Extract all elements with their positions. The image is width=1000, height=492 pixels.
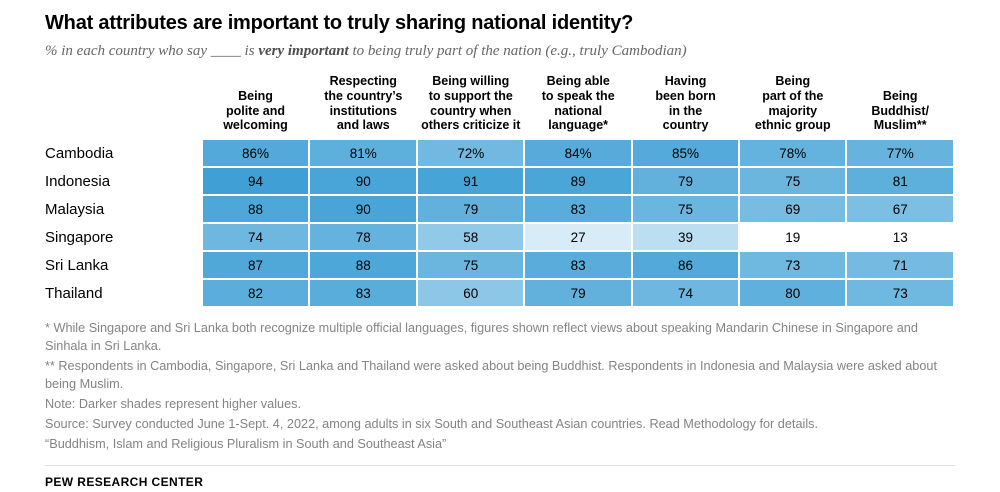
value-cell: 73 bbox=[740, 252, 846, 278]
table-row: Sri Lanka 87 88 75 83 86 73 71 bbox=[45, 252, 953, 278]
column-header: Being part of the majority ethnic group bbox=[754, 74, 831, 133]
value-cell: 78 bbox=[310, 224, 417, 250]
value-cell: 86% bbox=[202, 140, 309, 166]
header-row: Being polite and welcoming Respecting the… bbox=[45, 74, 953, 138]
value-cell: 19 bbox=[740, 224, 846, 250]
value-cell: 86 bbox=[632, 252, 739, 278]
row-label: Thailand bbox=[45, 284, 103, 302]
footnote-line: Note: Darker shades represent higher val… bbox=[45, 397, 301, 412]
value-cell: 69 bbox=[740, 196, 846, 222]
row-label: Indonesia bbox=[45, 172, 111, 190]
value-cell: 81 bbox=[847, 168, 953, 194]
footer: PEW RESEARCH CENTER bbox=[45, 465, 955, 489]
subtitle-emphasis: very important bbox=[258, 43, 349, 59]
value-cell: 80 bbox=[740, 280, 846, 306]
value-cell: 82 bbox=[202, 280, 309, 306]
value-cell: 75 bbox=[418, 252, 524, 278]
value-cell: 79 bbox=[525, 280, 631, 306]
value-cell: 94 bbox=[202, 168, 309, 194]
value-cell: 79 bbox=[418, 196, 524, 222]
page-title: What attributes are important to truly s… bbox=[45, 12, 634, 34]
value-cell: 84% bbox=[525, 140, 631, 166]
value-cell: 13 bbox=[847, 224, 953, 250]
subtitle-prefix: % in each country who say ____ is bbox=[45, 43, 259, 59]
column-header: Being willing to support the country whe… bbox=[421, 74, 521, 133]
value-cell: 60 bbox=[418, 280, 524, 306]
value-cell: 75 bbox=[740, 168, 846, 194]
value-cell: 72% bbox=[418, 140, 524, 166]
value-cell: 87 bbox=[202, 252, 309, 278]
subtitle-suffix: to being truly part of the nation (e.g.,… bbox=[348, 43, 687, 59]
value-cell: 91 bbox=[418, 168, 524, 194]
column-header: Being polite and welcoming bbox=[223, 88, 288, 133]
footnote-line: Source: Survey conducted June 1-Sept. 4,… bbox=[45, 417, 819, 432]
column-header: Having been born in the country bbox=[655, 74, 716, 133]
value-cell: 75 bbox=[632, 196, 739, 222]
value-cell: 39 bbox=[632, 224, 739, 250]
footnote-line: * While Singapore and Sri Lanka both rec… bbox=[45, 321, 918, 354]
table-row: Singapore 74 78 58 27 39 19 13 bbox=[45, 224, 953, 250]
footnote-line: ** Respondents in Cambodia, Singapore, S… bbox=[45, 359, 938, 392]
value-cell: 74 bbox=[632, 280, 739, 306]
value-cell: 90 bbox=[310, 196, 417, 222]
value-cell: 83 bbox=[310, 280, 417, 306]
column-header: Being Buddhist/ Muslim** bbox=[871, 88, 930, 133]
value-cell: 74 bbox=[202, 224, 309, 250]
value-cell: 77% bbox=[847, 140, 953, 166]
corner-cell bbox=[45, 74, 201, 138]
value-cell: 85% bbox=[632, 140, 739, 166]
value-cell: 90 bbox=[310, 168, 417, 194]
row-label: Malaysia bbox=[45, 200, 105, 218]
row-label: Cambodia bbox=[45, 144, 114, 162]
value-cell: 79 bbox=[632, 168, 739, 194]
value-cell: 67 bbox=[847, 196, 953, 222]
table-row: Indonesia 94 90 91 89 79 75 81 bbox=[45, 168, 953, 194]
value-cell: 89 bbox=[525, 168, 631, 194]
value-cell: 78% bbox=[740, 140, 846, 166]
value-cell: 88 bbox=[202, 196, 309, 222]
value-cell: 81% bbox=[310, 140, 417, 166]
value-cell: 71 bbox=[847, 252, 953, 278]
heatmap-table: Being polite and welcoming Respecting the… bbox=[43, 72, 955, 308]
table-row: Thailand 82 83 60 79 74 80 73 bbox=[45, 280, 953, 306]
column-header: Respecting the country’s institutions an… bbox=[324, 74, 403, 133]
table-row: Malaysia 88 90 79 83 75 69 67 bbox=[45, 196, 953, 222]
table-row: Cambodia 86% 81% 72% 84% 85% 78% 77% bbox=[45, 140, 953, 166]
value-cell: 88 bbox=[310, 252, 417, 278]
row-label: Sri Lanka bbox=[45, 256, 109, 274]
value-cell: 73 bbox=[847, 280, 953, 306]
chart-subtitle: % in each country who say ____ is very i… bbox=[45, 43, 955, 60]
footnote-line: “Buddhism, Islam and Religious Pluralism… bbox=[45, 437, 447, 452]
brand-wordmark: PEW RESEARCH CENTER bbox=[45, 475, 204, 490]
value-cell: 58 bbox=[418, 224, 524, 250]
value-cell: 27 bbox=[525, 224, 631, 250]
column-header: Being able to speak the national languag… bbox=[541, 74, 615, 133]
value-cell: 83 bbox=[525, 252, 631, 278]
value-cell: 83 bbox=[525, 196, 631, 222]
row-label: Singapore bbox=[45, 228, 114, 246]
footnotes: * While Singapore and Sri Lanka both rec… bbox=[45, 319, 955, 453]
